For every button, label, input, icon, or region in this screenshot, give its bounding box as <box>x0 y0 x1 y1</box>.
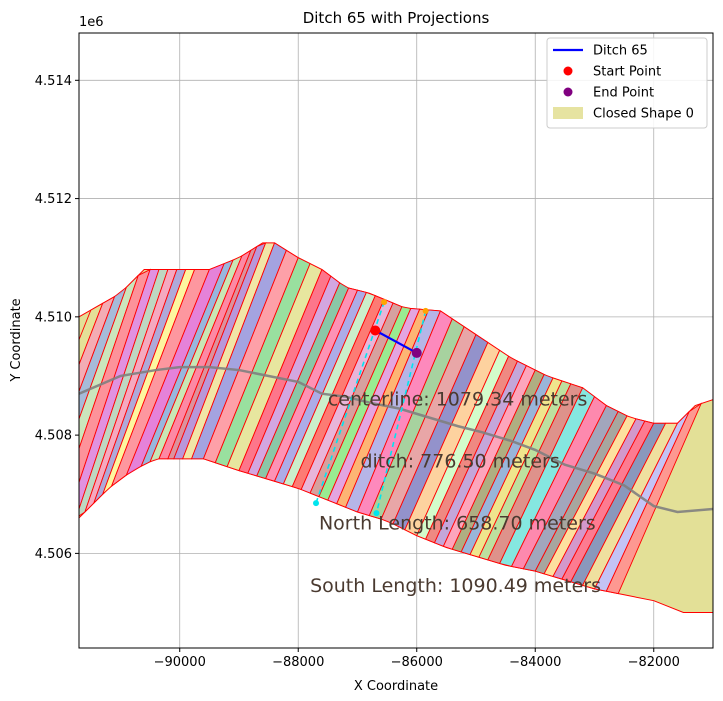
end-point <box>411 347 422 358</box>
legend-label: End Point <box>593 86 654 101</box>
axes-frame <box>78 32 714 649</box>
y-tick-label: 4.514 <box>35 74 72 89</box>
annotation-text: North Length: 658.70 meters <box>319 513 596 535</box>
projection-point <box>381 299 388 306</box>
x-tick-label: −84000 <box>509 655 561 670</box>
y-tick-label: 4.506 <box>35 547 72 562</box>
start-point <box>370 325 381 336</box>
projection-point <box>373 510 380 517</box>
projection-point <box>422 307 429 314</box>
annotation-text: centerline: 1079.34 meters <box>328 389 588 411</box>
legend-label: Ditch 65 <box>593 44 648 59</box>
y-tick-label: 4.508 <box>35 429 72 444</box>
legend: Ditch 65 Start Point End Point Closed Shape… <box>546 37 708 129</box>
annotation-text: ditch: 776.50 meters <box>360 451 559 473</box>
x-tick-label: −82000 <box>628 655 680 670</box>
plot-area <box>79 242 713 614</box>
y-axis-label: Y Coordinate <box>9 298 24 382</box>
ditch-line <box>374 329 418 354</box>
y-offset-label: 1e6 <box>79 15 104 30</box>
x-axis-label: X Coordinate <box>354 679 438 694</box>
legend-label: Start Point <box>593 65 661 80</box>
centerline-path <box>79 365 713 514</box>
legend-swatch-dot <box>563 66 573 76</box>
x-tick-label: −88000 <box>272 655 324 670</box>
axis-ticks: −90000 −88000 −86000 −84000 −82000 4.506 4.508… <box>35 74 680 670</box>
legend-swatch-patch <box>553 107 583 119</box>
legend-box <box>546 37 708 129</box>
annotation-text: South Length: 1090.49 meters <box>310 575 601 597</box>
projection-line <box>375 310 427 514</box>
annotations: centerline: 1079.34 meters ditch: 776.50 … <box>310 389 601 597</box>
y-tick-label: 4.512 <box>35 192 72 207</box>
legend-label: Closed Shape 0 <box>593 107 694 122</box>
x-tick-label: −90000 <box>154 655 206 670</box>
projection-point <box>313 500 320 507</box>
y-tick-label: 4.510 <box>35 310 72 325</box>
x-tick-label: −86000 <box>391 655 443 670</box>
chart-title: Ditch 65 with Projections <box>303 9 490 27</box>
legend-swatch-dot <box>563 87 573 97</box>
segment-shape <box>605 402 703 595</box>
